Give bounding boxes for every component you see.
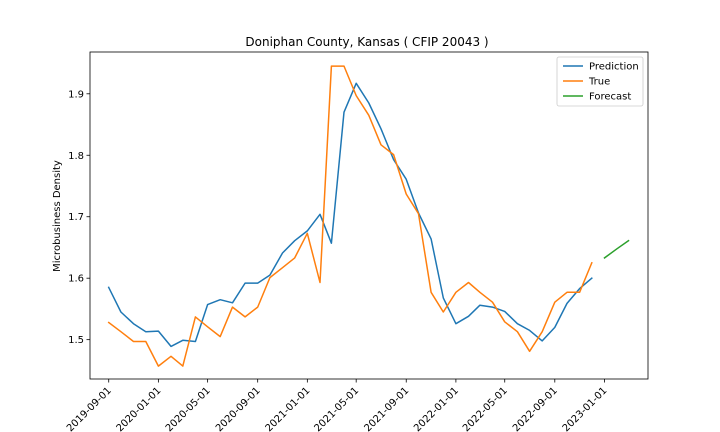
x-tick-label: 2021-01-01 (264, 385, 313, 432)
y-axis-label: Microbusiness Density (52, 160, 63, 272)
x-tick-label: 2020-01-01 (115, 385, 164, 432)
x-tick-label: 2021-05-01 (312, 385, 361, 432)
y-tick-label: 1.7 (68, 212, 84, 223)
axes-frame (89, 51, 649, 380)
legend-label-forecast: Forecast (589, 92, 631, 103)
x-tick-label: 2019-09-01 (65, 385, 114, 432)
x-tick-label: 2021-09-01 (362, 385, 411, 432)
x-tick-label: 2023-01-01 (561, 385, 610, 432)
x-tick-label: 2022-01-01 (412, 385, 461, 432)
series-line-forecast (603, 239, 630, 259)
x-tick-label: 2022-09-01 (511, 385, 560, 432)
x-tick-label: 2022-05-01 (461, 385, 510, 432)
y-tick-label: 1.9 (68, 89, 84, 100)
y-tick-label: 1.6 (68, 274, 84, 285)
series-line-true (107, 65, 593, 367)
x-tick-label: 2020-05-01 (164, 385, 213, 432)
series-line-prediction (107, 82, 593, 348)
legend-box (556, 56, 644, 107)
legend-label-prediction: Prediction (589, 62, 639, 73)
chart-title: Doniphan County, Kansas ( CFIP 20043 ) (245, 35, 488, 49)
y-tick-label: 1.5 (68, 335, 84, 346)
y-tick-label: 1.8 (68, 151, 84, 162)
legend-label-true: True (588, 77, 610, 88)
legend: Prediction True Forecast (556, 56, 644, 107)
x-tick-label: 2020-09-01 (214, 385, 263, 432)
